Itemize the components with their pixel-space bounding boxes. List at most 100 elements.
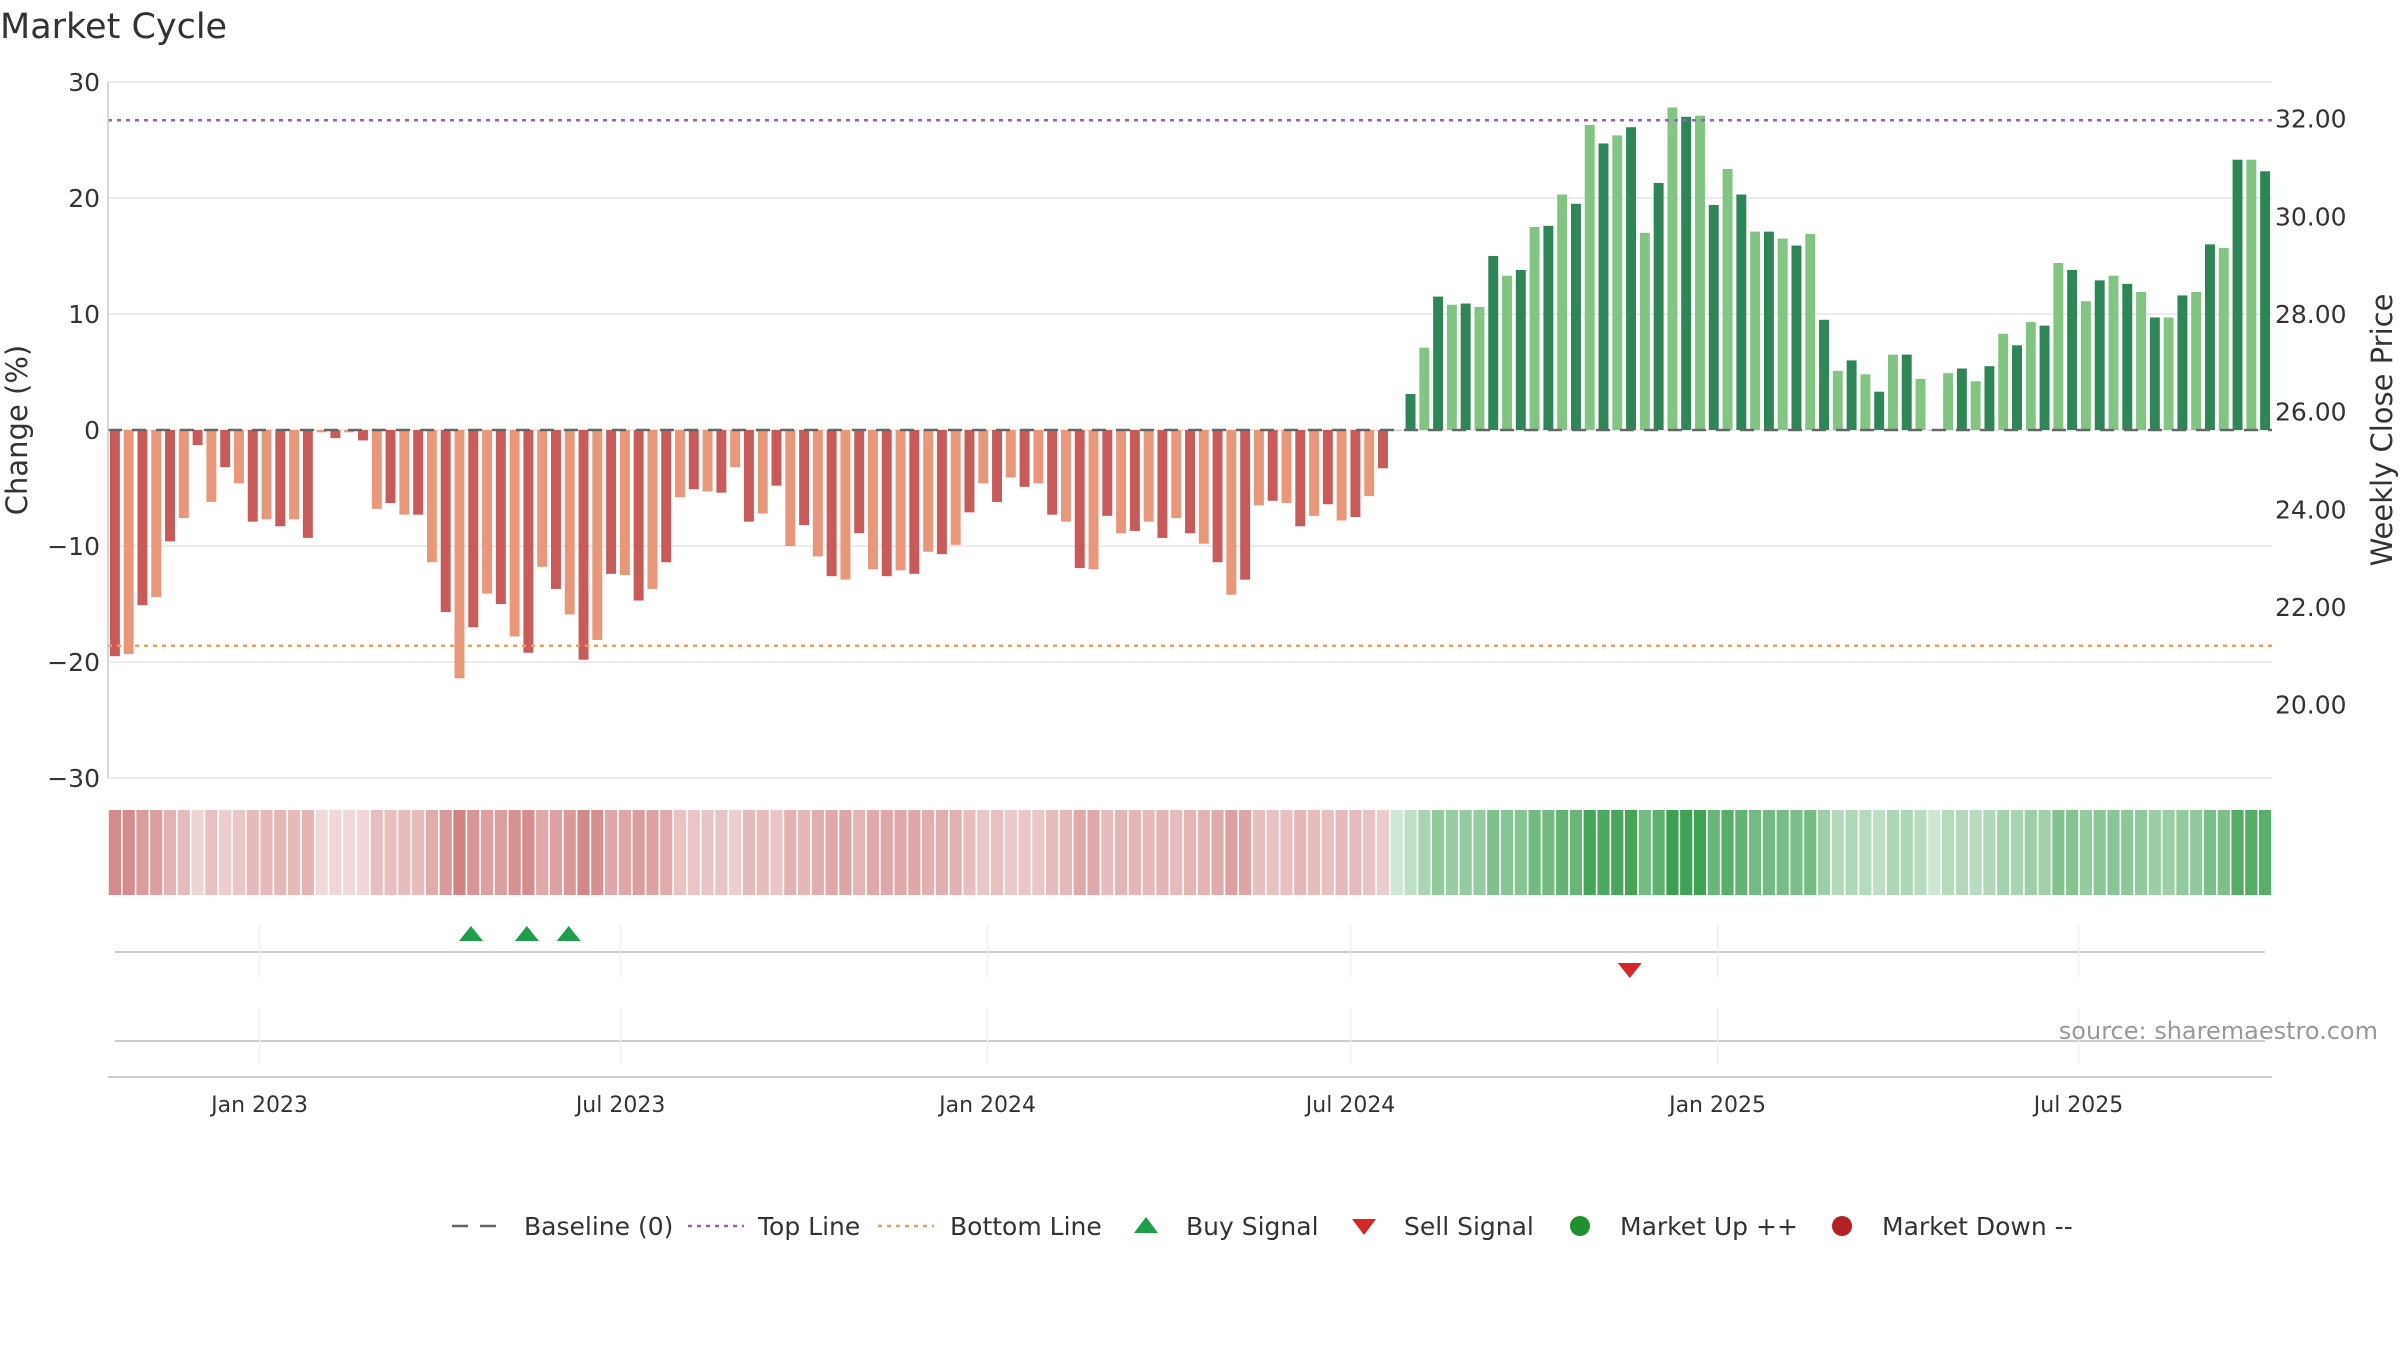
heat-cell <box>1514 810 1527 895</box>
bar <box>1129 430 1140 531</box>
bar <box>1281 430 1292 504</box>
heat-cell <box>1473 810 1486 895</box>
bar <box>1460 303 1471 430</box>
heat-cell <box>1445 810 1458 895</box>
heat-cell <box>1542 810 1555 895</box>
bar <box>275 430 286 527</box>
heat-cell <box>1611 810 1624 895</box>
heat-cell <box>1597 810 1610 895</box>
reference-lines <box>108 119 2272 648</box>
bar <box>2163 317 2174 430</box>
heat-cell <box>1404 810 1417 895</box>
y-tick-label: 30 <box>68 68 100 97</box>
source-credit: source: sharemaestro.com <box>2059 1017 2378 1045</box>
heat-cell <box>1817 810 1831 895</box>
heat-cell <box>329 810 342 895</box>
heat-cell <box>2093 810 2106 895</box>
bar <box>1681 116 1692 431</box>
heat-cell <box>370 810 383 895</box>
heat-cell <box>1790 810 1803 895</box>
heat-cell <box>1638 810 1651 895</box>
y-tick-label: 10 <box>68 300 100 329</box>
heat-cell <box>1845 810 1858 895</box>
bar <box>1736 194 1747 430</box>
heat-cell <box>1432 810 1445 895</box>
heat-cell <box>605 810 618 895</box>
heat-cell <box>1707 810 1720 895</box>
heat-cell <box>2203 810 2217 895</box>
bar <box>482 430 493 594</box>
bar <box>2177 295 2188 430</box>
x-tick-label: Jan 2025 <box>1667 1093 1766 1118</box>
x-axis: Jan 2023 Jul 2023 Jan 2024 Jul 2024 Jan 2025… <box>108 1076 2272 1118</box>
bar <box>1584 124 1595 431</box>
bar <box>1750 231 1761 430</box>
heat-cell <box>1101 810 1114 895</box>
heat-cell <box>729 810 742 895</box>
bar <box>247 430 258 522</box>
heat-cell <box>1804 810 1817 895</box>
legend-item: Market Up ++ <box>1570 1212 1798 1241</box>
bar <box>1350 430 1361 517</box>
bar <box>1240 430 1251 580</box>
bar <box>371 430 382 509</box>
bar <box>1543 225 1554 430</box>
y2-tick-label: 20.00 <box>2275 691 2347 720</box>
heat-cell <box>715 810 728 895</box>
heat-cell <box>2052 810 2065 895</box>
bar <box>743 430 754 522</box>
heat-cell <box>646 810 659 895</box>
heat-cell <box>301 810 314 895</box>
bar <box>771 430 782 486</box>
heat-cell <box>825 810 838 895</box>
bar <box>1198 430 1209 544</box>
bar <box>137 430 148 606</box>
bar <box>233 430 244 484</box>
bar <box>1143 430 1154 522</box>
heat-cell <box>1046 810 1059 895</box>
heat-cell <box>2259 810 2272 895</box>
bar <box>1019 430 1030 487</box>
bar <box>192 430 203 446</box>
legend-item: Top Line <box>688 1212 860 1241</box>
heat-cell <box>577 810 590 895</box>
bar <box>1309 430 1320 516</box>
bars <box>109 107 2271 679</box>
heat-cell <box>1363 810 1376 895</box>
heat-cell <box>108 810 121 895</box>
sell-signal-marker <box>1617 963 1642 978</box>
y-tick-label: −20 <box>47 648 100 677</box>
bar <box>964 430 975 513</box>
y2-tick-label: 30.00 <box>2275 202 2347 231</box>
heat-cell <box>1955 810 1968 895</box>
heat-cell <box>742 810 756 895</box>
heat-cell <box>797 810 811 895</box>
heat-cell <box>1335 810 1348 895</box>
bar <box>2205 244 2215 430</box>
heat-cell <box>1914 810 1927 895</box>
chart-title: Market Cycle <box>0 7 227 47</box>
bar <box>1915 378 1926 430</box>
heat-cell <box>1418 810 1431 895</box>
bar <box>2080 301 2091 430</box>
heat-cell <box>412 810 425 895</box>
bar <box>661 430 672 563</box>
bar <box>1695 115 1705 430</box>
heat-cell <box>1239 810 1252 895</box>
heat-cell <box>1114 810 1128 895</box>
y-tick-label: 0 <box>84 416 100 445</box>
y2-axis-label: Weekly Close Price <box>2365 294 2399 567</box>
heat-cell <box>1941 810 1955 895</box>
bar <box>909 430 920 574</box>
y-axis: 30 20 10 0 −10 −20 −30 <box>47 68 109 793</box>
heat-cell <box>1969 810 1982 895</box>
heat-cell <box>315 810 328 895</box>
heat-cell <box>287 810 301 895</box>
heat-cell <box>1156 810 1169 895</box>
buy-signal-marker <box>458 926 483 941</box>
heat-cell <box>1983 810 1996 895</box>
bar <box>1488 256 1499 430</box>
bar <box>716 430 727 493</box>
heat-cell <box>963 810 976 895</box>
bar <box>550 430 561 589</box>
